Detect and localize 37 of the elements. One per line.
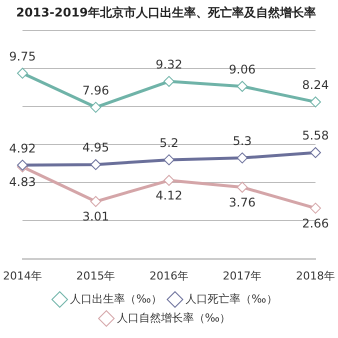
point (164, 174, 174, 186)
data-label: 9.75 (9, 49, 36, 64)
data-label: 8.24 (302, 78, 329, 92)
data-label: 3.76 (228, 195, 256, 210)
x-tick-label: 2014年 (2, 269, 42, 282)
x-tick-label: 2017年 (222, 269, 262, 282)
point (236, 182, 248, 193)
data-label: 3.01 (82, 210, 110, 224)
data-label: 9.32 (156, 58, 182, 72)
point (310, 202, 322, 214)
data-label: 7.96 (82, 83, 110, 98)
point (16, 68, 28, 79)
point (164, 76, 174, 87)
data-label: 4.95 (82, 140, 110, 155)
legend-label: 人口出生率（‰） (70, 292, 162, 306)
point (236, 80, 248, 92)
legend-label: 人口自然增长率（‰） (116, 311, 231, 324)
data-label: 4.92 (9, 141, 36, 156)
data-label: 5.3 (232, 134, 252, 148)
x-tick-label: 2016年 (150, 269, 188, 282)
x-tick-label: 2018年 (296, 269, 336, 282)
point (310, 147, 322, 158)
point (90, 159, 102, 170)
x-tick-label: 2015年 (76, 269, 116, 282)
data-label: 4.83 (9, 174, 36, 189)
chart-title: 2013-2019年北京市人口出生率、死亡率及自然增长率 (16, 5, 316, 20)
point (90, 196, 102, 208)
legend-label: 人口死亡率（‰） (186, 292, 278, 306)
data-label: 2.66 (302, 216, 329, 230)
data-label: 4.12 (156, 188, 182, 203)
data-label: 5.2 (159, 136, 179, 150)
point (310, 96, 322, 108)
data-label: 9.06 (228, 62, 256, 76)
point (90, 102, 102, 113)
point (164, 154, 174, 166)
point (236, 152, 248, 164)
data-label: 5.58 (302, 128, 329, 143)
